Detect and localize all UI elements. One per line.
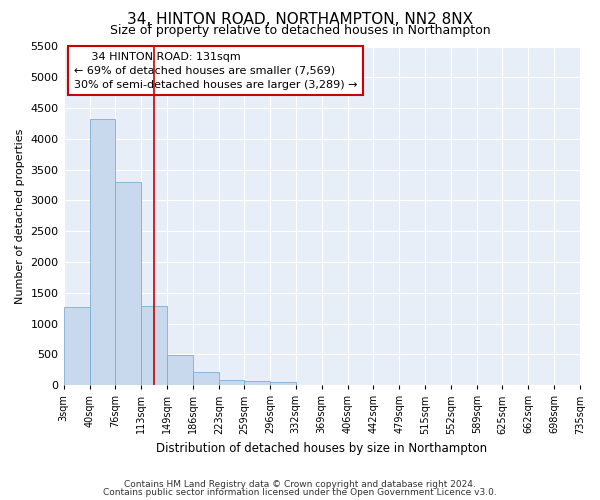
Y-axis label: Number of detached properties: Number of detached properties (15, 128, 25, 304)
Bar (167, 355, 193, 385)
Text: 34 HINTON ROAD: 131sqm
← 69% of detached houses are smaller (7,569)
30% of semi-: 34 HINTON ROAD: 131sqm ← 69% of detached… (74, 52, 358, 90)
Bar (115, 182, 141, 385)
Bar (64, 307, 89, 385)
Bar (219, 380, 244, 385)
Text: Contains public sector information licensed under the Open Government Licence v3: Contains public sector information licen… (103, 488, 497, 497)
Bar (193, 372, 219, 385)
Bar (244, 382, 270, 385)
Bar (141, 306, 167, 385)
Text: Contains HM Land Registry data © Crown copyright and database right 2024.: Contains HM Land Registry data © Crown c… (124, 480, 476, 489)
Text: 34, HINTON ROAD, NORTHAMPTON, NN2 8NX: 34, HINTON ROAD, NORTHAMPTON, NN2 8NX (127, 12, 473, 28)
Text: Size of property relative to detached houses in Northampton: Size of property relative to detached ho… (110, 24, 490, 37)
Bar (89, 118, 115, 385)
X-axis label: Distribution of detached houses by size in Northampton: Distribution of detached houses by size … (156, 442, 487, 455)
Bar (270, 382, 296, 385)
